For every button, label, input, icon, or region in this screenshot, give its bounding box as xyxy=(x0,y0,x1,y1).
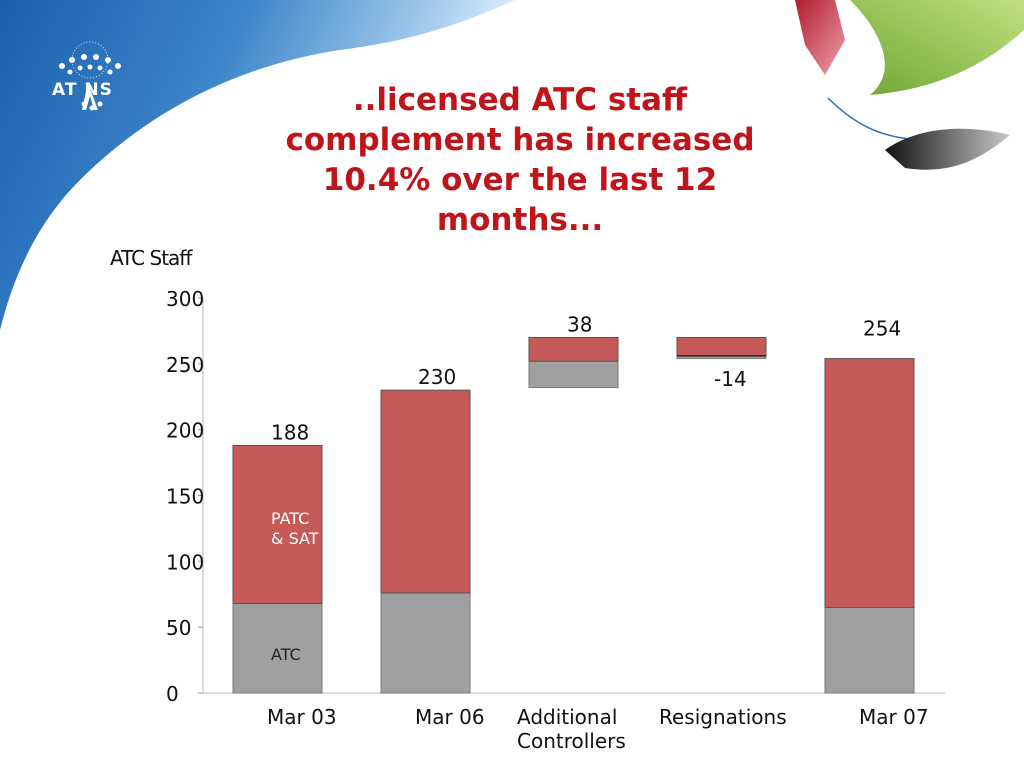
x-tick-label: Mar 07 xyxy=(859,705,929,729)
series-label-patc-sat: & SAT xyxy=(271,529,319,548)
data-label: -14 xyxy=(714,367,747,391)
y-tick-label: 0 xyxy=(166,682,179,706)
bar-patc-sat xyxy=(232,444,323,604)
bar-atc xyxy=(528,360,619,389)
y-tick-label: 300 xyxy=(166,287,204,311)
x-tick-label: Resignations xyxy=(659,705,787,729)
y-tick-label: 150 xyxy=(166,485,204,509)
antenna-icon xyxy=(59,41,121,111)
y-tick-label: 100 xyxy=(166,550,204,574)
bar-patc-sat xyxy=(676,337,767,357)
x-tick-label: Controllers xyxy=(517,729,626,753)
bar-patc-sat xyxy=(528,337,619,362)
bar-atc xyxy=(824,606,915,694)
logo-text: AT NS xyxy=(52,80,113,100)
x-tick-label: Mar 03 xyxy=(267,705,337,729)
x-tick-label: Additional xyxy=(517,705,617,729)
series-label-atc: ATC xyxy=(271,645,301,664)
bar-atc xyxy=(380,592,471,694)
bar-patc-sat xyxy=(824,358,915,608)
bar-patc-sat xyxy=(380,389,471,594)
y-tick-label: 200 xyxy=(166,419,204,443)
data-label: 254 xyxy=(863,317,901,341)
y-tick-label: 250 xyxy=(166,353,204,377)
data-label: 230 xyxy=(418,365,456,389)
y-tick-label: 50 xyxy=(166,616,191,640)
slide-title: ..licensed ATC staff complement has incr… xyxy=(285,82,755,238)
series-label-patc-sat: PATC xyxy=(271,509,309,528)
data-label: 188 xyxy=(271,420,309,444)
bar-atc xyxy=(232,602,323,694)
x-tick-label: Mar 06 xyxy=(415,705,485,729)
atns-logo: AT NS xyxy=(40,38,140,118)
data-label: 38 xyxy=(567,313,592,337)
y-axis-label: ATC Staff xyxy=(110,246,192,270)
